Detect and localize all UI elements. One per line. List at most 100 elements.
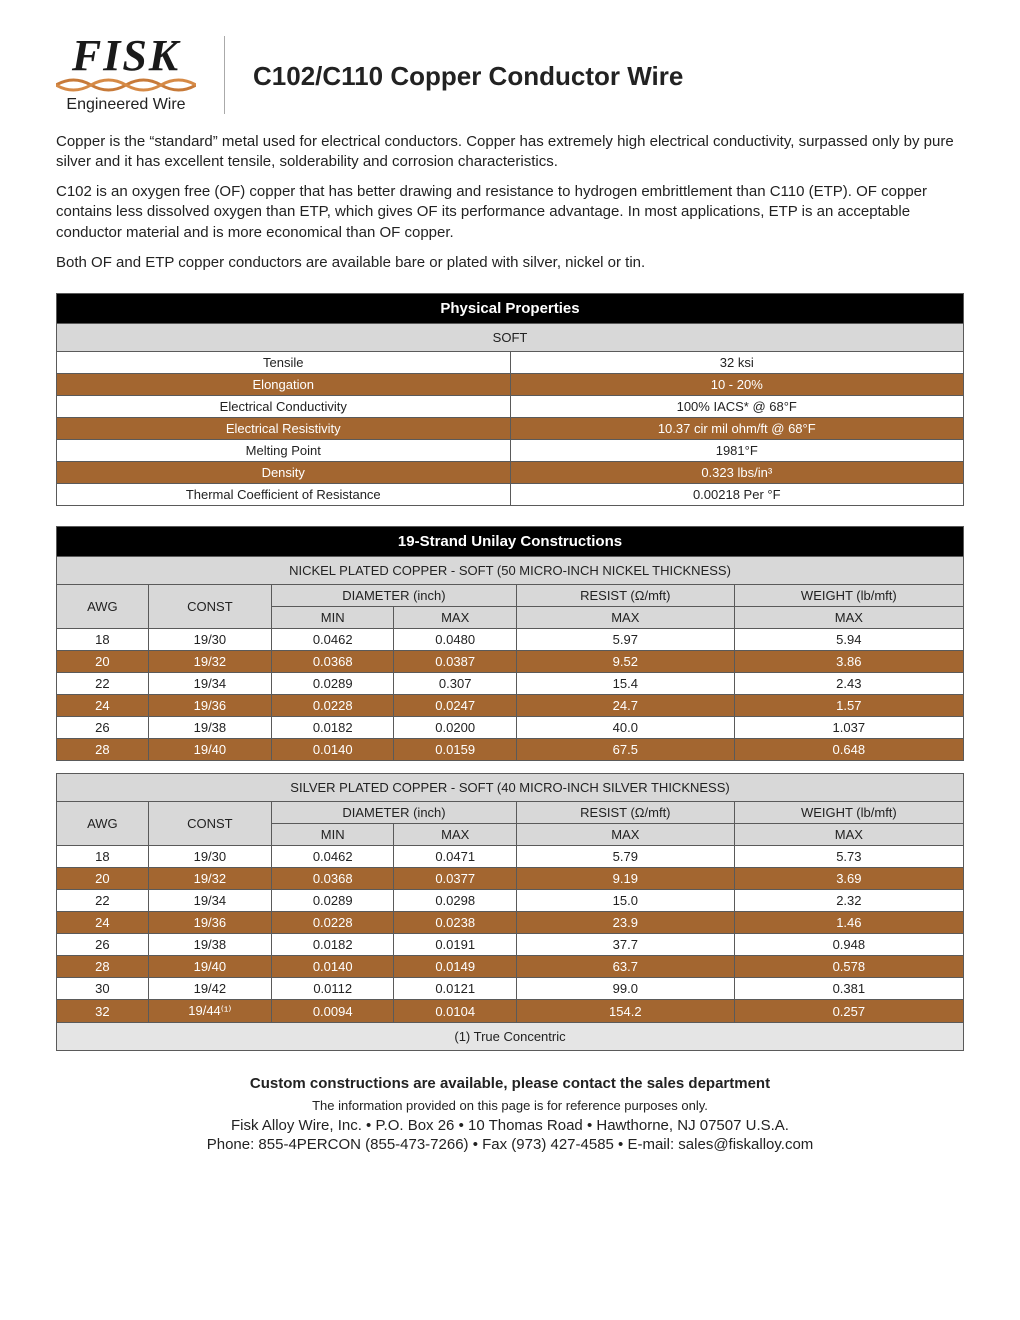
table-row: Density0.323 lbs/in³ [57, 462, 964, 484]
physical-title: Physical Properties [57, 294, 964, 324]
cell-const: 19/40 [148, 956, 271, 978]
cell-const: 19/32 [148, 651, 271, 673]
cell-resist: 15.0 [516, 890, 734, 912]
table-row: 1819/300.04620.04715.795.73 [57, 846, 964, 868]
cell-min: 0.0289 [272, 673, 394, 695]
cell-resist: 24.7 [516, 695, 734, 717]
cell-min: 0.0140 [272, 739, 394, 761]
table-row: 2019/320.03680.03879.523.86 [57, 651, 964, 673]
cell-resist: 67.5 [516, 739, 734, 761]
logo-subtitle: Engineered Wire [66, 96, 185, 114]
cell-weight: 3.86 [734, 651, 963, 673]
prop-label: Tensile [57, 352, 511, 374]
logo-wave-icon [56, 78, 196, 92]
cell-awg: 24 [57, 912, 149, 934]
strand-constructions-section: 19-Strand Unilay Constructions NICKEL PL… [56, 526, 964, 761]
cell-awg: 26 [57, 934, 149, 956]
cell-min: 0.0228 [271, 912, 393, 934]
header-divider [224, 36, 225, 114]
cell-max: 0.0238 [394, 912, 517, 934]
cell-max: 0.0377 [394, 868, 517, 890]
cell-max: 0.0298 [394, 890, 517, 912]
col-max-2: MAX [394, 824, 517, 846]
col-const: CONST [148, 585, 271, 629]
table-row: Melting Point1981°F [57, 440, 964, 462]
cell-const: 19/38 [148, 934, 271, 956]
cell-const: 19/34 [148, 673, 271, 695]
logo: FISK Engineered Wire [56, 36, 196, 114]
footer-disclaimer: The information provided on this page is… [56, 1098, 964, 1113]
cell-awg: 20 [57, 651, 149, 673]
cell-resist: 9.19 [516, 868, 734, 890]
cell-resist: 40.0 [516, 717, 734, 739]
cell-awg: 22 [57, 673, 149, 695]
cell-weight: 3.69 [734, 868, 963, 890]
cell-const: 19/36 [148, 912, 271, 934]
cell-weight: 1.46 [734, 912, 963, 934]
cell-awg: 32 [57, 1000, 149, 1023]
page-title: C102/C110 Copper Conductor Wire [253, 61, 683, 92]
cell-resist: 154.2 [516, 1000, 734, 1023]
cell-awg: 30 [57, 978, 149, 1000]
cell-weight: 2.32 [734, 890, 963, 912]
cell-max: 0.0191 [394, 934, 517, 956]
cell-resist: 5.79 [516, 846, 734, 868]
table-row: Electrical Conductivity100% IACS* @ 68°F [57, 396, 964, 418]
cell-const: 19/34 [148, 890, 271, 912]
cell-resist: 15.4 [516, 673, 734, 695]
col-resist: RESIST (Ω/mft) [516, 585, 734, 607]
cell-max: 0.0471 [394, 846, 517, 868]
footer-address: Fisk Alloy Wire, Inc. • P.O. Box 26 • 10… [56, 1117, 964, 1134]
cell-awg: 22 [57, 890, 149, 912]
col-resist-2: RESIST (Ω/mft) [516, 802, 734, 824]
header: FISK Engineered Wire C102/C110 Copper Co… [56, 36, 964, 114]
cell-min: 0.0289 [271, 890, 393, 912]
prop-label: Electrical Conductivity [57, 396, 511, 418]
table-row: 2419/360.02280.024724.71.57 [57, 695, 964, 717]
cell-resist: 37.7 [516, 934, 734, 956]
prop-label: Density [57, 462, 511, 484]
footer: Custom constructions are available, plea… [56, 1075, 964, 1153]
cell-resist: 23.9 [516, 912, 734, 934]
cell-resist: 99.0 [516, 978, 734, 1000]
table-row: 2219/340.02890.30715.42.43 [57, 673, 964, 695]
cell-const: 19/44⁽¹⁾ [148, 1000, 271, 1023]
col-weight-max-2: MAX [734, 824, 963, 846]
prop-value: 10.37 cir mil ohm/ft @ 68°F [510, 418, 964, 440]
table-row: 2619/380.01820.020040.01.037 [57, 717, 964, 739]
cell-awg: 28 [57, 956, 149, 978]
cell-const: 19/30 [148, 629, 271, 651]
table-row: 2019/320.03680.03779.193.69 [57, 868, 964, 890]
cell-weight: 5.94 [734, 629, 963, 651]
cell-min: 0.0368 [272, 651, 394, 673]
col-resist-max: MAX [516, 607, 734, 629]
cell-const: 19/40 [148, 739, 271, 761]
intro-paragraph-1: Copper is the “standard” metal used for … [56, 132, 964, 173]
col-min: MIN [272, 607, 394, 629]
table-row: 1819/300.04620.04805.975.94 [57, 629, 964, 651]
strand-title: 19-Strand Unilay Constructions [57, 527, 964, 557]
table-row: 2219/340.02890.029815.02.32 [57, 890, 964, 912]
cell-min: 0.0094 [271, 1000, 393, 1023]
cell-max: 0.0480 [394, 629, 516, 651]
prop-value: 32 ksi [510, 352, 964, 374]
cell-max: 0.0159 [394, 739, 516, 761]
table-row: Thermal Coefficient of Resistance0.00218… [57, 484, 964, 506]
physical-subtitle: SOFT [57, 324, 964, 352]
prop-label: Elongation [57, 374, 511, 396]
nickel-subtitle: NICKEL PLATED COPPER - SOFT (50 MICRO-IN… [57, 557, 964, 585]
table-row: Elongation10 - 20% [57, 374, 964, 396]
silver-subtitle: SILVER PLATED COPPER - SOFT (40 MICRO-IN… [57, 774, 964, 802]
cell-resist: 5.97 [516, 629, 734, 651]
cell-min: 0.0112 [271, 978, 393, 1000]
cell-awg: 18 [57, 846, 149, 868]
cell-awg: 28 [57, 739, 149, 761]
cell-weight: 0.381 [734, 978, 963, 1000]
col-const-2: CONST [148, 802, 271, 846]
cell-weight: 1.037 [734, 717, 963, 739]
col-weight-2: WEIGHT (lb/mft) [734, 802, 963, 824]
cell-max: 0.0104 [394, 1000, 517, 1023]
table-row: 3019/420.01120.012199.00.381 [57, 978, 964, 1000]
cell-const: 19/42 [148, 978, 271, 1000]
prop-value: 1981°F [510, 440, 964, 462]
